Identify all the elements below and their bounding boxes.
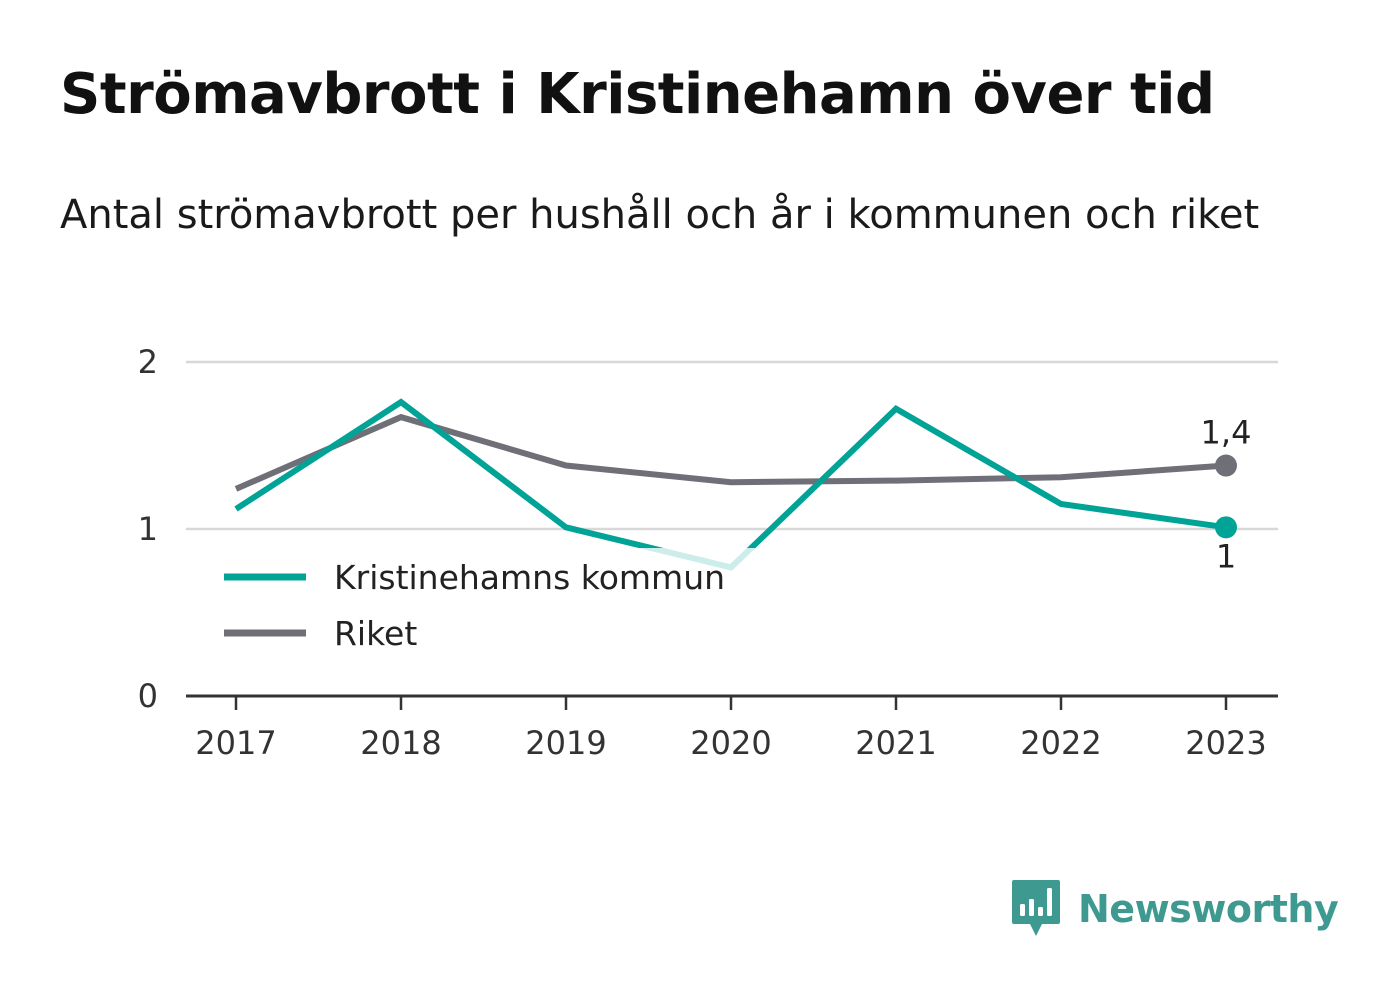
y-axis-ticks: 0 1 2 [138, 343, 158, 715]
series-lines [234, 398, 1237, 571]
brand-name: Newsworthy [1078, 887, 1339, 931]
chart-title: Strömavbrott i Kristinehamn över tid [60, 62, 1215, 127]
legend: Kristinehamns kommun Riket [210, 548, 765, 663]
x-tick-label: 2019 [525, 724, 606, 762]
legend-label: Kristinehamns kommun [334, 558, 725, 597]
end-label-riket: 1,4 [1201, 414, 1252, 452]
end-labels: 1,41 [1201, 414, 1252, 576]
series-line-riket [234, 413, 1227, 492]
end-point-kristinehamn [1215, 516, 1237, 539]
end-point-riket [1215, 454, 1237, 477]
legend-background [210, 548, 765, 663]
gridlines [186, 360, 1278, 531]
x-tick-label: 2018 [360, 724, 441, 762]
y-tick-label: 1 [138, 510, 158, 548]
x-tick-label: 2021 [855, 724, 936, 762]
x-axis: 2017 2018 2019 2020 2021 2022 2023 [186, 694, 1278, 762]
chart-subtitle: Antal strömavbrott per hushåll och år i … [60, 192, 1260, 238]
newsworthy-chart-bubble-icon [1012, 880, 1060, 936]
y-tick-label: 0 [138, 677, 158, 715]
x-tick-label: 2022 [1020, 724, 1101, 762]
x-tick-label: 2017 [195, 724, 276, 762]
newsworthy-logo: Newsworthy [1010, 878, 1339, 940]
x-tick-label: 2023 [1185, 724, 1266, 762]
x-tick-label: 2020 [690, 724, 771, 762]
legend-label: Riket [334, 614, 417, 653]
y-tick-label: 2 [138, 343, 158, 381]
end-label-kristinehamn: 1 [1216, 537, 1236, 575]
